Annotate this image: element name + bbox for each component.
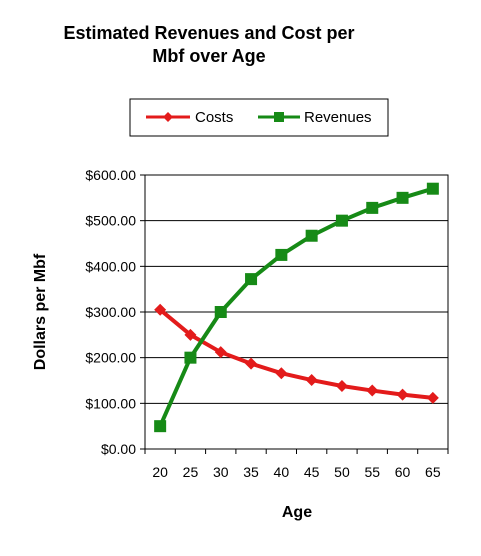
chart-title-line-2: Mbf over Age xyxy=(152,46,266,66)
data-point-costs xyxy=(154,303,167,316)
data-point-costs xyxy=(396,388,409,401)
x-tick-label: 55 xyxy=(364,464,380,480)
data-point-costs xyxy=(275,367,288,380)
data-point-costs xyxy=(335,379,348,392)
x-tick-label: 25 xyxy=(183,464,199,480)
series-line-costs xyxy=(158,308,434,400)
data-point-revenues xyxy=(275,248,288,261)
data-point-revenues xyxy=(184,351,197,364)
y-tick-label: $300.00 xyxy=(85,304,136,320)
y-tick-label: $200.00 xyxy=(85,350,136,366)
chart-title-line-1: Estimated Revenues and Cost per xyxy=(63,23,355,43)
data-point-revenues xyxy=(335,214,348,227)
data-point-revenues xyxy=(214,306,227,318)
data-point-revenues xyxy=(426,182,439,195)
x-tick-label: 45 xyxy=(304,464,320,480)
chart-title: Estimated Revenues and Cost per Mbf over… xyxy=(0,22,418,68)
x-axis-title: Age xyxy=(282,504,312,521)
y-tick-label: $600.00 xyxy=(85,167,136,183)
x-tick-label: 60 xyxy=(395,464,411,480)
legend-label-revenues: Revenues xyxy=(304,109,372,126)
data-point-costs xyxy=(426,391,439,404)
y-tick-label: $500.00 xyxy=(85,213,136,229)
x-tick-label: 35 xyxy=(243,464,259,480)
y-tick-label: $100.00 xyxy=(85,395,136,411)
series-revenues xyxy=(154,182,439,433)
series-line-revenues xyxy=(158,186,434,427)
y-axis-ticks: $0.00 $100.00 $200.00 $300.00 $400.00 $500.00… xyxy=(85,167,145,457)
legend-marker-revenues xyxy=(274,112,284,122)
data-point-costs xyxy=(305,374,318,387)
data-point-revenues xyxy=(305,229,318,242)
data-point-costs xyxy=(214,346,227,359)
x-tick-label: 30 xyxy=(213,464,229,480)
y-axis-title: Dollars per Mbf xyxy=(32,253,49,370)
legend-marker-costs xyxy=(163,112,173,122)
data-point-costs xyxy=(184,328,197,341)
data-point-revenues xyxy=(396,191,409,204)
x-axis-ticks: 20 25 30 35 40 45 50 55 60 65 xyxy=(144,449,449,480)
legend-label-costs: Costs xyxy=(195,109,233,126)
data-point-revenues xyxy=(154,420,167,433)
data-point-revenues xyxy=(366,201,379,214)
x-tick-label: 50 xyxy=(334,464,350,480)
y-tick-label: $400.00 xyxy=(85,258,136,274)
data-point-costs xyxy=(245,357,258,370)
series-group xyxy=(154,182,439,433)
series-costs xyxy=(154,303,439,404)
x-tick-label: 40 xyxy=(274,464,290,480)
x-tick-label: 20 xyxy=(152,464,168,480)
x-tick-label: 65 xyxy=(425,464,441,480)
legend: Costs Revenues xyxy=(129,98,389,137)
data-point-revenues xyxy=(245,273,258,286)
y-tick-label: $0.00 xyxy=(101,441,136,457)
data-point-costs xyxy=(366,384,379,397)
